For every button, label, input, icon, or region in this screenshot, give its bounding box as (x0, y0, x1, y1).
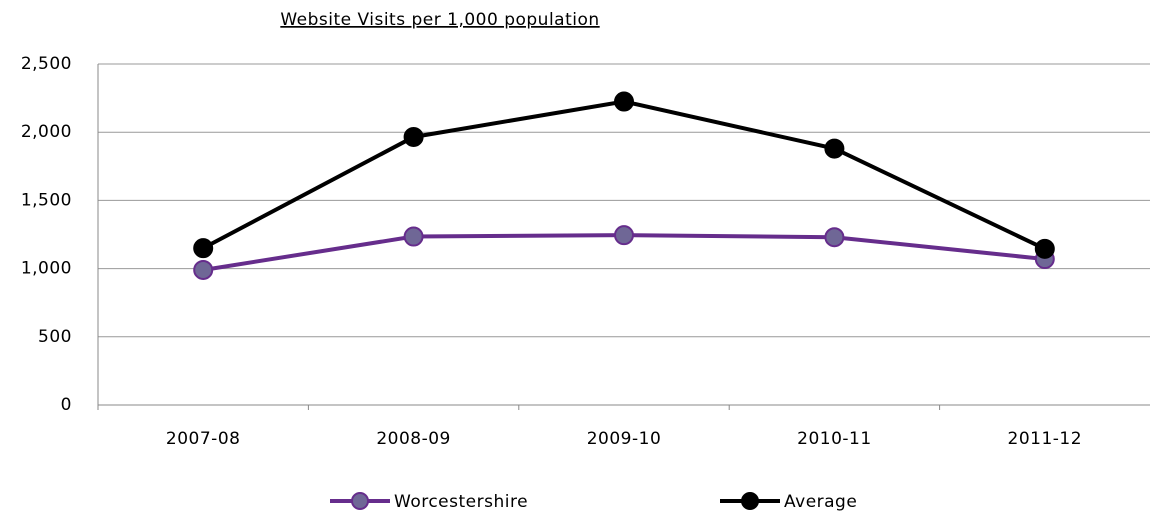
point (193, 238, 214, 259)
point (193, 259, 214, 280)
x-tick-label: 2009-10 (587, 429, 662, 449)
point (1034, 238, 1055, 259)
y-tick-label: 0 (61, 395, 72, 415)
x-tick-label: 2007-08 (166, 429, 241, 449)
point (824, 138, 845, 159)
legend-marker (351, 492, 369, 510)
point (403, 126, 424, 147)
y-tick-label: 2,500 (21, 54, 72, 74)
chart-title: Website Visits per 1,000 population (280, 10, 599, 30)
y-tick-label: 1,500 (21, 190, 72, 210)
y-tick-label: 1,000 (21, 259, 72, 279)
x-tick-label: 2008-09 (376, 429, 451, 449)
point (614, 91, 634, 112)
x-tick-label: 2011-12 (1008, 429, 1083, 449)
point (403, 226, 424, 247)
legend-label: Worcestershire (394, 492, 528, 512)
point (824, 227, 845, 248)
point (614, 225, 634, 246)
legend-marker (741, 492, 759, 510)
legend-label: Average (784, 492, 857, 512)
x-tick-label: 2010-11 (797, 429, 872, 449)
y-tick-label: 2,000 (21, 122, 72, 142)
y-tick-label: 500 (38, 327, 72, 347)
